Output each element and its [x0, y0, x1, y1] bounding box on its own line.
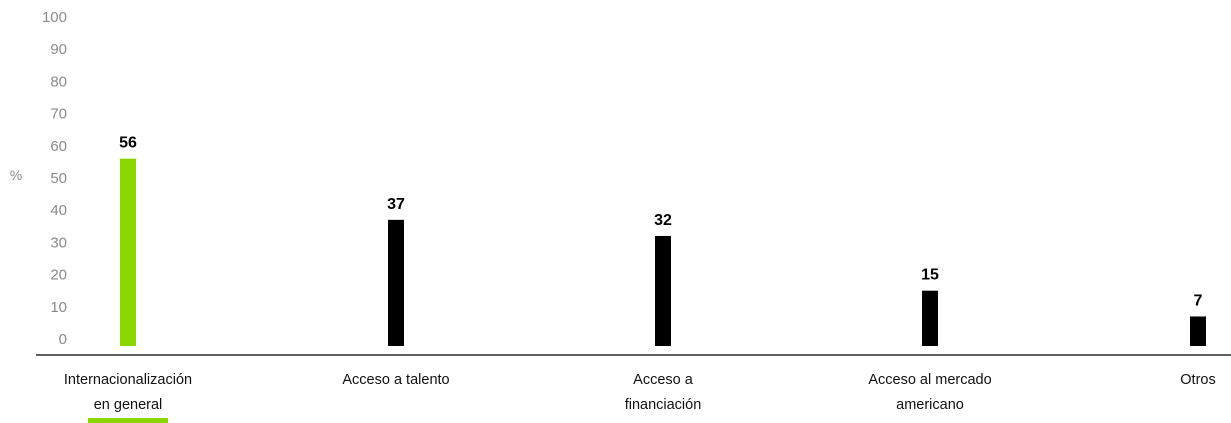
category-label: financiación — [625, 397, 702, 413]
y-tick-label: 10 — [50, 299, 67, 316]
bar-value-label: 7 — [1194, 292, 1203, 309]
bar — [1190, 316, 1206, 346]
y-tick-label: 100 — [42, 9, 67, 26]
y-tick-label: 60 — [50, 138, 67, 155]
y-axis: % 0 10 20 30 40 50 60 70 80 90 100 — [10, 9, 67, 348]
category-label: en general — [94, 397, 163, 413]
y-tick-label: 50 — [50, 170, 67, 187]
y-tick-label: 20 — [50, 267, 67, 284]
bar — [120, 158, 136, 346]
y-tick-label: 80 — [50, 73, 67, 90]
y-tick-label: 30 — [50, 234, 67, 251]
category-labels: Internacionalización en general Acceso a t… — [64, 372, 1216, 413]
y-tick-label: 70 — [50, 106, 67, 123]
bar — [655, 235, 671, 346]
y-tick-label: 40 — [50, 202, 67, 219]
category-label: Otros — [1180, 372, 1215, 388]
category-label: Internacionalización — [64, 372, 192, 388]
bar — [922, 290, 938, 346]
value-labels: 56 37 32 15 7 — [119, 135, 1202, 310]
y-axis-label: % — [10, 167, 22, 183]
y-tick-label: 90 — [50, 41, 67, 58]
bars — [120, 158, 1206, 346]
bar-value-label: 32 — [654, 212, 672, 229]
category-label: Acceso al mercado — [868, 372, 991, 388]
bar-value-label: 15 — [921, 267, 939, 284]
category-label: Acceso a talento — [342, 372, 449, 388]
y-tick-label: 0 — [59, 331, 67, 348]
bar-value-label: 37 — [387, 196, 405, 213]
bar-value-label: 56 — [119, 135, 137, 152]
highlight-underline — [88, 418, 168, 423]
bar — [388, 219, 404, 346]
category-label: americano — [896, 397, 964, 413]
category-label: Acceso a — [633, 372, 694, 388]
